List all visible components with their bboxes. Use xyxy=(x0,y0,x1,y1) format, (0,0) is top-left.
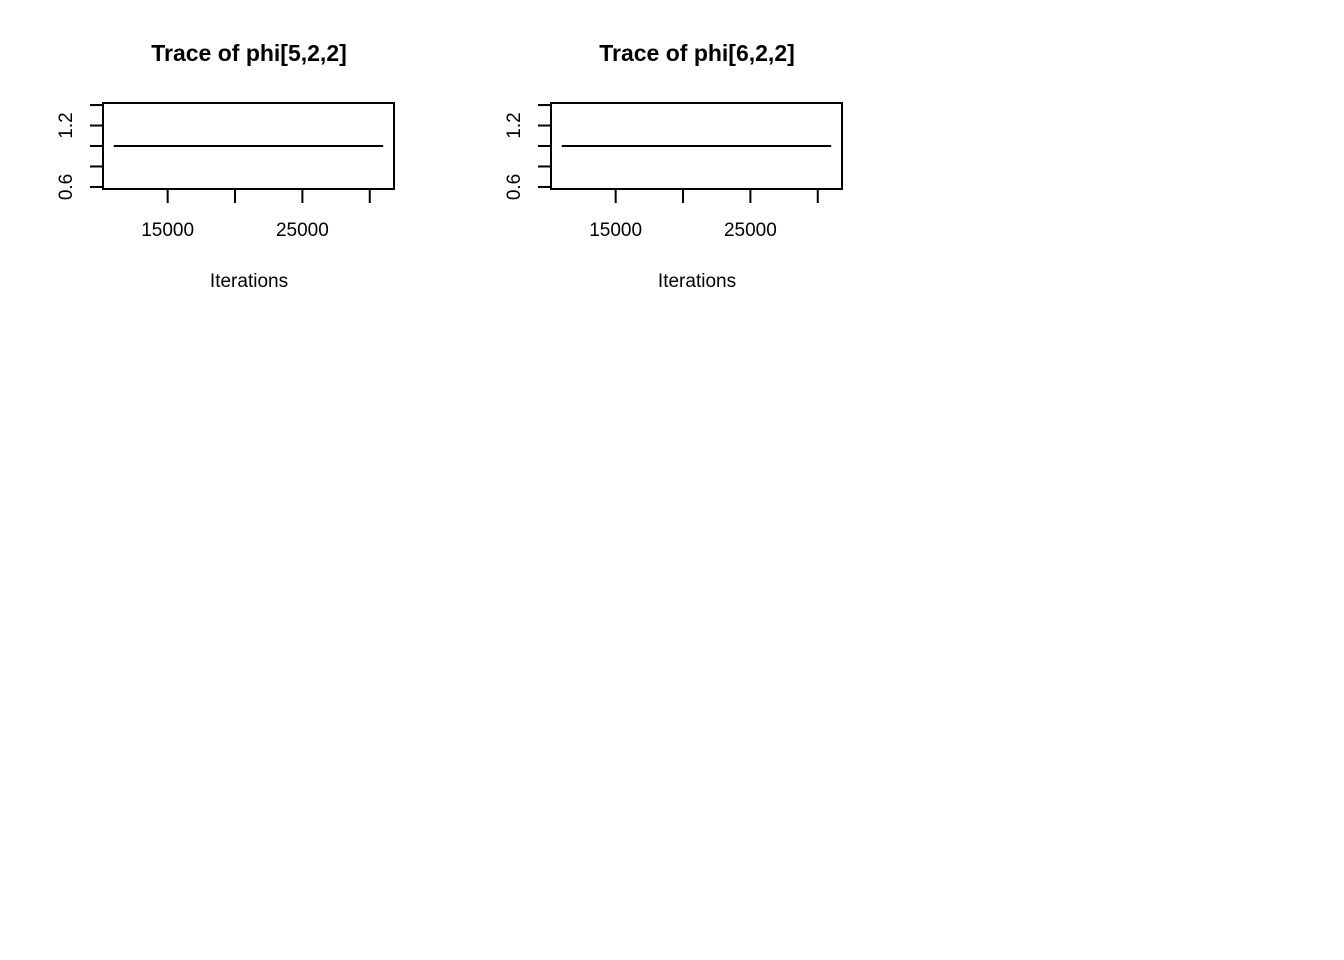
x-axis-label: Iterations xyxy=(210,271,288,292)
x-tick-label: 15000 xyxy=(589,220,642,241)
chart-title: Trace of phi[5,2,2] xyxy=(151,40,347,66)
y-tick-label: 1.2 xyxy=(504,112,525,138)
y-tick-label: 1.2 xyxy=(56,112,77,138)
x-tick-label: 25000 xyxy=(724,220,777,241)
trace-panel-1: Trace of phi[5,2,2] 15000 25000 Iterations 0… xyxy=(56,40,395,292)
chart-title: Trace of phi[6,2,2] xyxy=(599,40,795,66)
x-tick-label: 25000 xyxy=(276,220,329,241)
x-axis-label: Iterations xyxy=(658,271,736,292)
x-tick-label: 15000 xyxy=(141,220,194,241)
y-tick-label: 0.6 xyxy=(56,174,77,200)
y-tick-label: 0.6 xyxy=(504,174,525,200)
trace-panel-2: Trace of phi[6,2,2] 15000 25000 Iterations 0… xyxy=(504,40,843,292)
